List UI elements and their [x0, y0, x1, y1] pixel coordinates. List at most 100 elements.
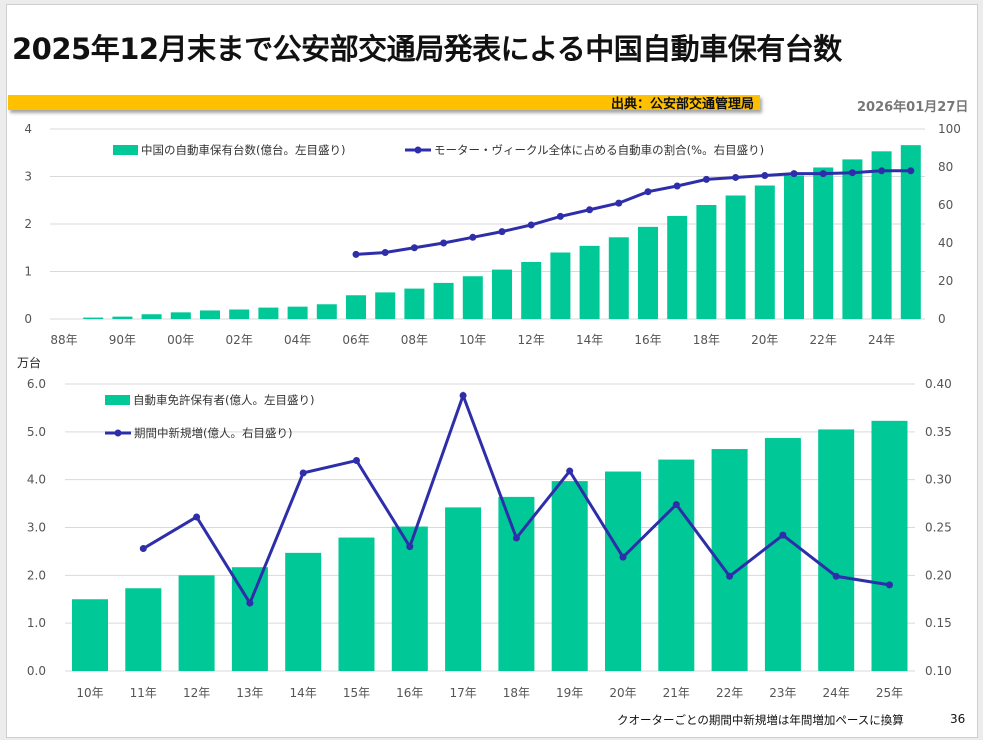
bar [492, 269, 512, 319]
x-tick-label: 88年 [50, 333, 77, 347]
right-tick-label: 0.35 [925, 425, 952, 439]
right-tick-label: 0 [938, 312, 946, 326]
line-point [790, 170, 798, 178]
x-tick-label: 16年 [634, 333, 661, 347]
x-tick-label: 16年 [396, 686, 423, 700]
line-point [353, 457, 360, 465]
x-tick-label: 08年 [401, 333, 428, 347]
bar [521, 262, 542, 319]
left-tick-label: 5.0 [27, 425, 46, 439]
bar [170, 312, 191, 319]
right-tick-label: 0.40 [925, 377, 952, 391]
legend-bar-swatch [113, 145, 138, 155]
right-tick-label: 0.10 [925, 664, 952, 678]
x-tick-label: 12年 [518, 333, 545, 347]
bar [178, 575, 215, 671]
bar [391, 526, 428, 671]
line-point [886, 581, 893, 589]
x-tick-label: 21年 [663, 686, 690, 700]
line-point [819, 170, 827, 178]
x-tick-label: 15年 [343, 686, 370, 700]
line-point [644, 188, 652, 196]
legend-line-label: 期間中新規増(億人。右目盛り) [134, 426, 292, 440]
right-tick-label: 60 [938, 198, 953, 212]
bar [258, 307, 279, 319]
x-tick-label: 02年 [226, 333, 253, 347]
x-tick-label: 11年 [130, 686, 157, 700]
bar [784, 175, 804, 319]
x-tick-label: 20年 [751, 333, 778, 347]
bar [404, 288, 425, 319]
right-tick-label: 20 [938, 274, 953, 288]
bar [813, 167, 834, 319]
bar [550, 252, 571, 319]
x-tick-label: 10年 [459, 333, 486, 347]
line-point [410, 244, 418, 252]
left-tick-label: 3 [24, 170, 32, 184]
bar [871, 420, 908, 671]
line-point [586, 206, 594, 214]
bar [112, 316, 133, 319]
x-tick-label: 14年 [290, 686, 317, 700]
line-point [246, 599, 254, 607]
line-point [832, 572, 840, 580]
x-tick-label: 14年 [576, 333, 603, 347]
bar [72, 599, 108, 671]
bar [498, 496, 535, 671]
x-tick-label: 00年 [167, 333, 194, 347]
bar [375, 292, 396, 319]
bar [696, 205, 717, 319]
line-point [556, 212, 564, 220]
line-point [498, 228, 506, 236]
line-point [848, 169, 856, 177]
bar [338, 537, 375, 671]
line-point [779, 531, 787, 539]
bar [285, 552, 322, 671]
date-label: 2026年01月27日 [857, 100, 969, 115]
x-tick-label: 25年 [876, 686, 903, 700]
left-tick-label: 2 [24, 217, 32, 231]
left-tick-label: 0.0 [27, 664, 46, 678]
x-tick-label: 20年 [609, 686, 636, 700]
x-tick-label: 24年 [868, 333, 895, 347]
line-point [566, 467, 574, 475]
line-point [878, 167, 886, 175]
bar [667, 215, 688, 319]
bar [638, 226, 658, 319]
x-tick-label: 23年 [769, 686, 796, 700]
bar [579, 245, 600, 319]
line-point [459, 391, 467, 399]
x-tick-label: 24年 [823, 686, 850, 700]
bar [871, 151, 892, 319]
right-tick-label: 0.30 [925, 473, 952, 487]
bar [433, 282, 454, 319]
x-tick-label: 10年 [76, 686, 103, 700]
bar [462, 276, 483, 319]
page-number: 36 [950, 712, 966, 726]
line-point [512, 534, 520, 542]
bar [200, 310, 220, 319]
x-tick-label: 12年 [183, 686, 210, 700]
bar [551, 481, 588, 671]
unit-label: 万台 [17, 355, 41, 370]
x-tick-label: 06年 [342, 333, 369, 347]
x-tick-label: 18年 [503, 686, 530, 700]
legend-line-marker [114, 429, 122, 437]
bar [658, 459, 695, 671]
bar [445, 507, 482, 671]
x-tick-label: 19年 [556, 686, 583, 700]
bar [900, 145, 921, 319]
bar [605, 471, 641, 671]
line-point [469, 233, 477, 241]
x-tick-label: 22年 [716, 686, 743, 700]
legend-bar-label: 自動車免許保有者(億人。左目盛り) [133, 393, 314, 407]
bar [83, 317, 104, 319]
line-point [299, 469, 307, 477]
x-tick-label: 13年 [236, 686, 263, 700]
right-tick-label: 40 [938, 236, 953, 250]
bar [754, 185, 775, 319]
left-tick-label: 0 [24, 312, 32, 326]
left-tick-label: 2.0 [27, 568, 46, 582]
